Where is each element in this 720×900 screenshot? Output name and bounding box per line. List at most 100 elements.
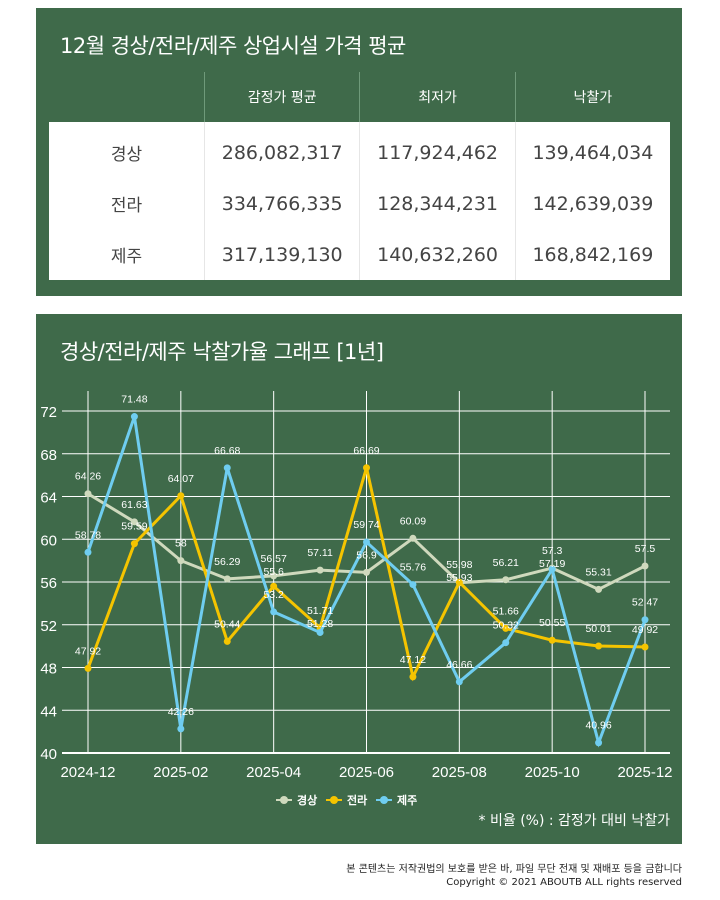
data-label: 57.3 bbox=[542, 545, 563, 557]
data-label: 51.66 bbox=[493, 605, 519, 617]
data-point bbox=[548, 636, 556, 644]
data-point bbox=[641, 616, 649, 624]
data-label: 66.68 bbox=[214, 445, 240, 457]
data-label: 56.57 bbox=[261, 553, 287, 565]
data-point bbox=[409, 581, 417, 589]
data-label: 60.09 bbox=[400, 515, 426, 527]
y-tick-label: 68 bbox=[40, 447, 57, 464]
data-label: 50.01 bbox=[585, 623, 611, 635]
column-header: 최저가 bbox=[359, 72, 516, 122]
x-tick-label: 2025-12 bbox=[617, 764, 672, 781]
data-point bbox=[363, 568, 370, 576]
region-cell: 전라 bbox=[49, 178, 205, 229]
value-cell: 334,766,335 bbox=[203, 178, 360, 229]
data-label: 50.55 bbox=[539, 617, 565, 629]
value-cell: 142,639,039 bbox=[514, 178, 670, 229]
value-cell: 168,842,169 bbox=[514, 229, 670, 280]
data-label: 40.96 bbox=[585, 720, 611, 732]
ratio-note: * 비율 (%) : 감정가 대비 낙찰가 bbox=[478, 813, 670, 829]
data-point bbox=[223, 575, 231, 583]
data-point bbox=[502, 576, 510, 584]
data-point bbox=[130, 413, 138, 421]
data-label: 55.98 bbox=[446, 559, 472, 571]
table-row: 제주 317,139,130 140,632,260 168,842,169 bbox=[49, 229, 670, 280]
data-point bbox=[316, 628, 324, 636]
data-point bbox=[177, 725, 185, 733]
data-point bbox=[270, 572, 278, 580]
data-point bbox=[595, 739, 603, 747]
y-tick-label: 40 bbox=[40, 746, 57, 763]
data-label: 53.2 bbox=[263, 589, 284, 601]
data-point bbox=[641, 643, 649, 651]
data-label: 50.44 bbox=[214, 618, 240, 630]
legend-marker bbox=[280, 796, 288, 804]
value-cell: 140,632,260 bbox=[359, 229, 516, 280]
y-tick-label: 72 bbox=[40, 404, 57, 421]
data-point bbox=[455, 678, 463, 686]
data-point bbox=[223, 637, 231, 645]
region-cell: 제주 bbox=[49, 229, 205, 280]
data-point bbox=[595, 642, 603, 650]
data-label: 42.26 bbox=[168, 706, 194, 718]
data-point bbox=[270, 582, 278, 590]
data-point bbox=[455, 578, 463, 586]
data-point bbox=[641, 562, 649, 570]
x-tick-label: 2025-08 bbox=[432, 764, 487, 781]
value-cell: 139,464,034 bbox=[514, 122, 670, 178]
data-label: 47.92 bbox=[75, 645, 101, 657]
data-label: 56.21 bbox=[493, 557, 519, 569]
data-label: 55.6 bbox=[263, 566, 284, 578]
column-header: 낙찰가 bbox=[514, 72, 670, 122]
y-tick-label: 60 bbox=[40, 532, 57, 549]
legend-marker bbox=[330, 796, 338, 804]
legend-label: 경상 bbox=[297, 793, 317, 807]
data-label: 64.07 bbox=[168, 473, 194, 485]
x-tick-label: 2024-12 bbox=[60, 764, 115, 781]
data-label: 56.29 bbox=[214, 556, 240, 568]
data-label: 52.47 bbox=[632, 597, 658, 609]
x-tick-label: 2025-06 bbox=[339, 764, 394, 781]
data-point bbox=[363, 464, 370, 472]
data-label: 57.5 bbox=[635, 543, 656, 555]
price-table-panel: 12월 경상/전라/제주 상업시설 가격 평균 감정가 평균 최저가 낙찰가 경… bbox=[36, 8, 682, 296]
data-label: 66.69 bbox=[353, 445, 379, 457]
column-header: 감정가 평균 bbox=[203, 72, 360, 122]
x-tick-label: 2025-10 bbox=[525, 764, 580, 781]
data-label: 58.78 bbox=[75, 529, 101, 541]
data-point bbox=[595, 585, 603, 593]
data-label: 46.66 bbox=[446, 659, 472, 671]
data-label: 56.9 bbox=[356, 549, 377, 561]
data-label: 71.48 bbox=[121, 394, 147, 406]
data-point bbox=[84, 664, 92, 672]
value-cell: 286,082,317 bbox=[203, 122, 360, 178]
price-table: 감정가 평균 최저가 낙찰가 경상 286,082,317 117,924,462 1… bbox=[49, 72, 670, 280]
data-label: 49.92 bbox=[632, 624, 658, 636]
data-point bbox=[363, 538, 370, 546]
data-point bbox=[177, 492, 185, 500]
y-tick-label: 44 bbox=[40, 703, 57, 720]
legend-label: 전라 bbox=[347, 793, 368, 807]
y-tick-label: 52 bbox=[40, 618, 57, 635]
data-point bbox=[502, 624, 510, 632]
chart-title: 경상/전라/제주 낙찰가율 그래프 [1년] bbox=[60, 340, 384, 364]
data-point bbox=[177, 557, 185, 565]
data-label: 51.71 bbox=[307, 605, 333, 617]
data-label: 59.59 bbox=[121, 521, 147, 533]
data-label: 55.93 bbox=[446, 572, 472, 584]
data-point bbox=[548, 565, 556, 573]
data-point bbox=[316, 566, 324, 574]
value-cell: 117,924,462 bbox=[359, 122, 516, 178]
data-point bbox=[130, 540, 138, 548]
table-header-row: 감정가 평균 최저가 낙찰가 bbox=[49, 72, 670, 122]
data-label: 55.31 bbox=[585, 566, 611, 578]
data-point bbox=[409, 534, 417, 542]
data-label: 55.76 bbox=[400, 562, 426, 574]
data-label: 47.12 bbox=[400, 654, 426, 666]
data-label: 51.28 bbox=[307, 618, 333, 630]
data-point bbox=[502, 639, 510, 647]
region-cell: 경상 bbox=[49, 122, 205, 178]
data-label: 64.26 bbox=[75, 471, 101, 483]
table-title: 12월 경상/전라/제주 상업시설 가격 평균 bbox=[60, 34, 406, 58]
data-label: 58 bbox=[175, 538, 187, 550]
